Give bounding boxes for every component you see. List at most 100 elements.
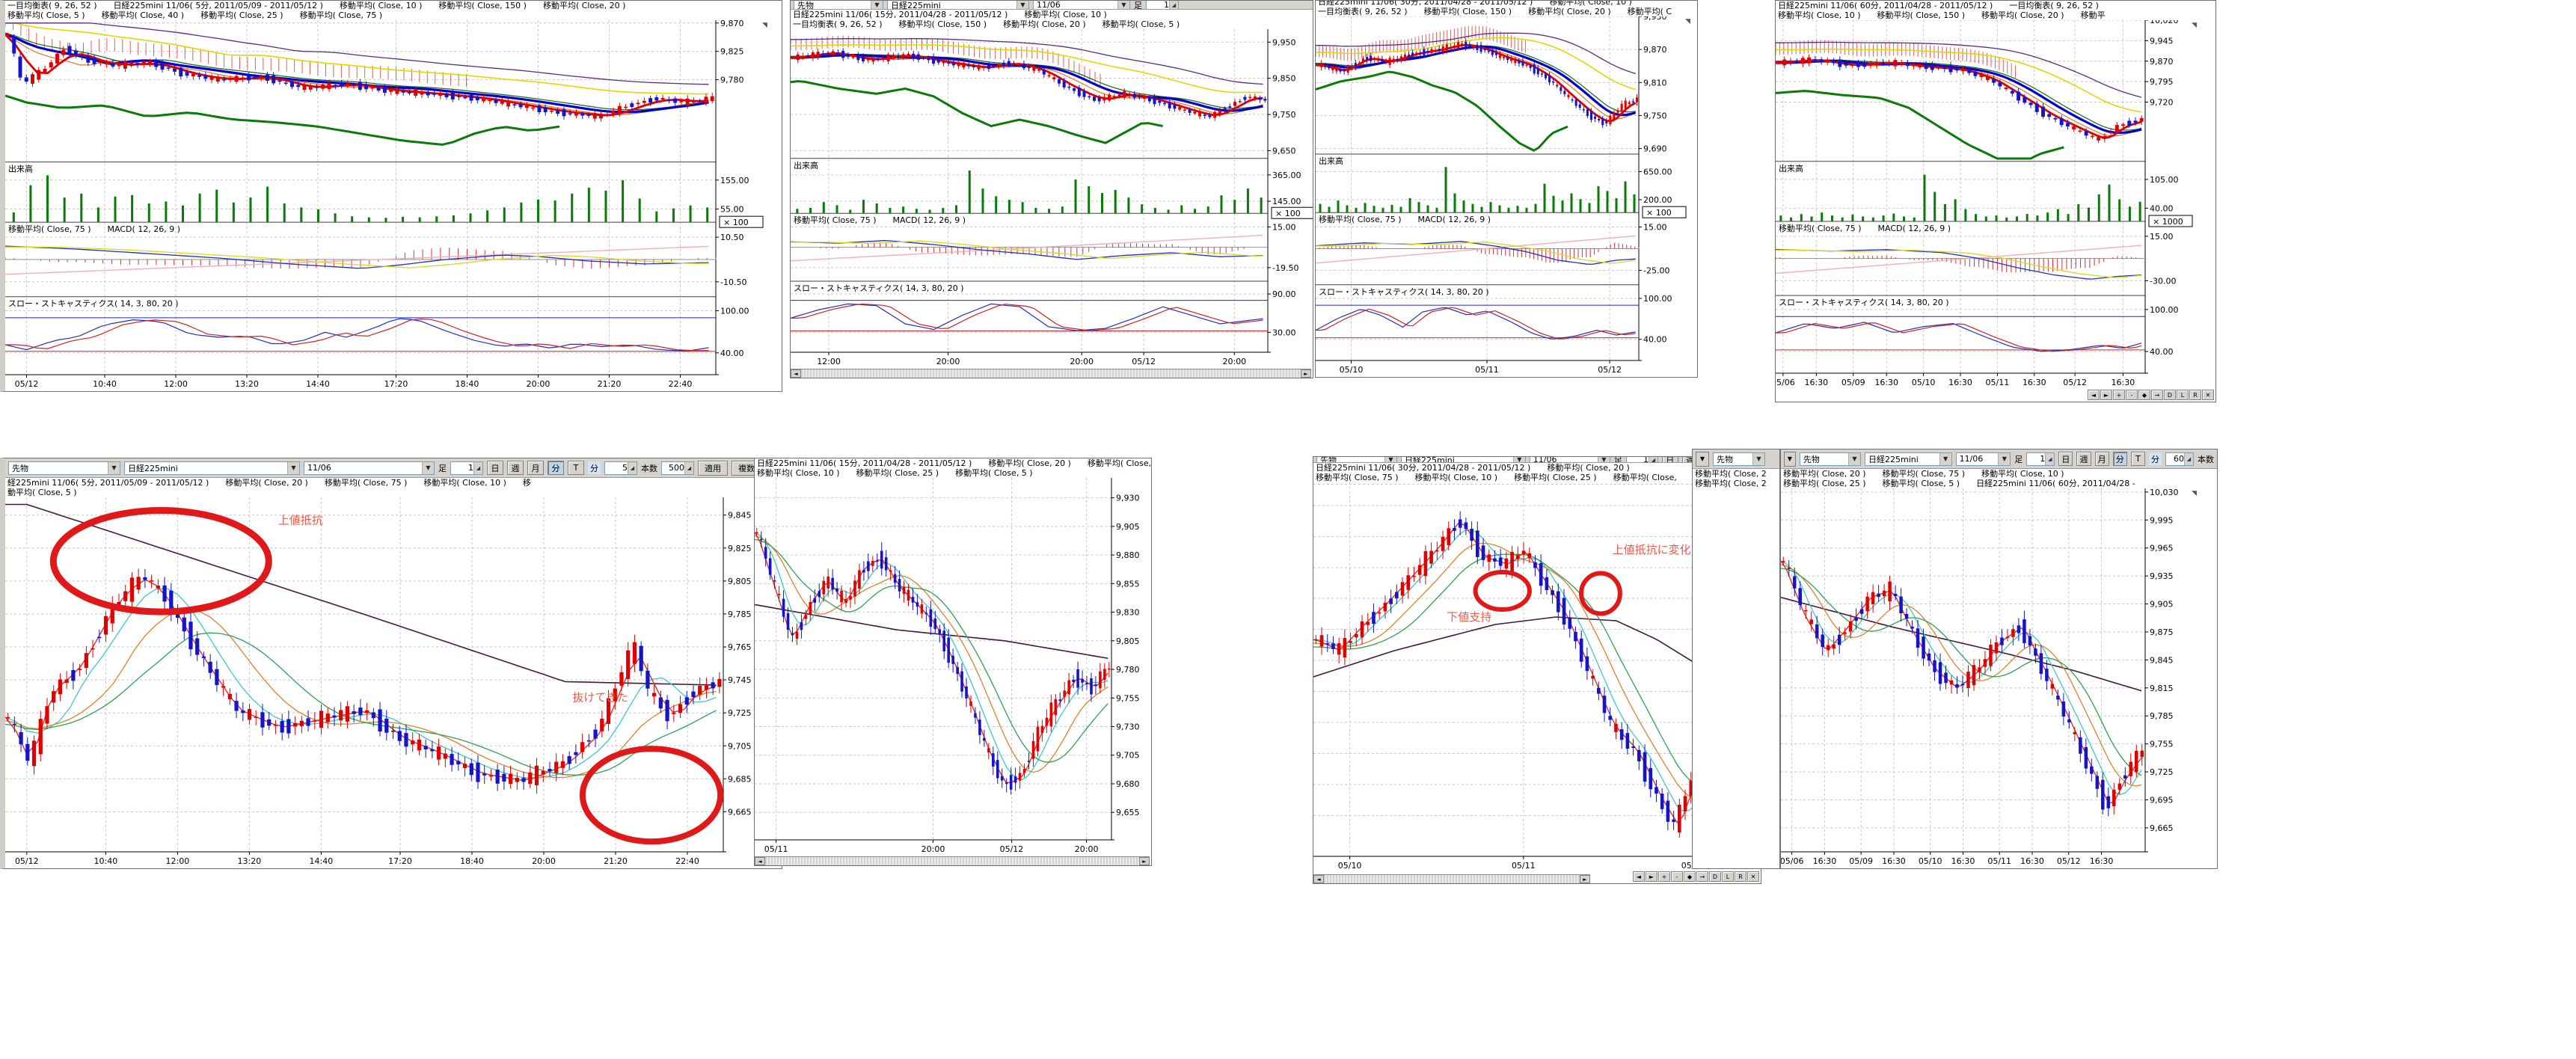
number-field[interactable]: 1 ◢	[450, 461, 483, 475]
spinner-icon[interactable]: ◢	[1169, 1, 1178, 9]
nav-button[interactable]: -	[1671, 871, 1683, 882]
scroll-left-arrow[interactable]: ◄	[791, 369, 801, 378]
mini-dropdown-icon[interactable]: ▼	[1784, 451, 1796, 467]
nav-button[interactable]: →	[1696, 871, 1708, 882]
symbol-dropdown[interactable]: 日経225mini ▼	[124, 461, 300, 475]
nav-button[interactable]: ✕	[1747, 871, 1759, 882]
nav-button[interactable]: L	[2177, 390, 2189, 400]
symbol-dropdown[interactable]: 先物 ▼	[8, 461, 120, 475]
symbol-dropdown[interactable]: 日経225mini ▼	[1400, 457, 1526, 462]
window-corner-icon[interactable]: ◥	[1685, 18, 1690, 25]
chevron-down-icon[interactable]: ▼	[1384, 457, 1396, 462]
timeframe-button[interactable]: T	[2130, 452, 2145, 466]
candle-body	[332, 715, 337, 718]
nav-button[interactable]: →	[2151, 390, 2163, 400]
nav-button[interactable]: L	[1722, 871, 1734, 882]
scroll-right-arrow[interactable]: ►	[1139, 857, 1150, 865]
chevron-down-icon[interactable]: ▼	[871, 1, 883, 9]
spinner-icon[interactable]: ◢	[628, 461, 637, 474]
symbol-dropdown[interactable]: 先物 ▼	[794, 1, 883, 9]
nav-button[interactable]: ◄	[1633, 871, 1645, 882]
chevron-down-icon[interactable]: ▼	[1512, 457, 1525, 462]
nav-button[interactable]: ►	[2100, 390, 2112, 400]
candle-body	[1037, 70, 1041, 71]
volume-bar	[367, 217, 370, 223]
timeframe-button[interactable]: 週	[2076, 452, 2091, 466]
timeframe-button[interactable]: T	[568, 461, 584, 475]
nav-button[interactable]: R	[2189, 390, 2201, 400]
chevron-down-icon[interactable]: ▼	[287, 461, 299, 474]
candle-body	[1337, 643, 1341, 655]
nav-button[interactable]: ◄	[2088, 390, 2100, 400]
timeframe-button[interactable]: 日	[2058, 452, 2073, 466]
symbol-dropdown[interactable]: 11/06 ▼	[1529, 457, 1610, 462]
symbol-dropdown[interactable]: 先物 ▼	[1713, 452, 1765, 466]
candle-body	[1574, 631, 1577, 642]
scroll-left-arrow[interactable]: ◄	[755, 857, 765, 865]
symbol-dropdown[interactable]: 11/06 ▼	[304, 461, 435, 475]
symbol-dropdown[interactable]: 日経225mini ▼	[887, 1, 1029, 9]
timeframe-button[interactable]: 月	[2094, 452, 2109, 466]
timeframe-button[interactable]: 日	[1661, 457, 1678, 462]
spinner-icon[interactable]: ◢	[2184, 452, 2193, 465]
symbol-dropdown[interactable]: 11/06 ▼	[1033, 1, 1130, 9]
scroll-left-arrow[interactable]: ◄	[1313, 875, 1324, 883]
price-axis-label: 9,845	[728, 511, 752, 521]
scroll-right-arrow[interactable]: ►	[1301, 369, 1311, 378]
symbol-dropdown[interactable]: 先物 ▼	[1799, 452, 1861, 466]
nav-button[interactable]: +	[2113, 390, 2125, 400]
chevron-down-icon[interactable]: ▼	[1597, 457, 1610, 462]
time-axis-label: 22:40	[669, 379, 693, 389]
volume-bar	[889, 208, 892, 214]
symbol-dropdown[interactable]: 先物 ▼	[1316, 457, 1397, 462]
number-field[interactable]: 1 ◢	[2026, 452, 2055, 466]
nav-button[interactable]: D	[1709, 871, 1721, 882]
horizontal-scrollbar[interactable]: ◄ ►	[1313, 874, 1590, 883]
window-corner-icon[interactable]: ◥	[762, 22, 767, 29]
nav-button[interactable]: R	[1735, 871, 1747, 882]
symbol-dropdown[interactable]: 11/06 ▼	[1955, 452, 2011, 466]
spinner-icon[interactable]: ◢	[2045, 452, 2055, 465]
chevron-down-icon[interactable]: ▼	[108, 461, 120, 474]
chevron-down-icon[interactable]: ▼	[1998, 452, 2011, 465]
number-field[interactable]: 500 ◢	[661, 461, 694, 475]
spinner-icon[interactable]: ◢	[1648, 457, 1657, 462]
horizontal-scrollbar[interactable]: ◄ ►	[791, 369, 1311, 378]
number-field[interactable]: 1 ◢	[1146, 1, 1179, 9]
scroll-right-arrow[interactable]: ►	[1580, 875, 1590, 883]
spinner-icon[interactable]: ◢	[473, 461, 482, 474]
nav-button[interactable]: D	[2164, 390, 2176, 400]
candle-body	[2139, 117, 2144, 122]
candle-body	[1457, 42, 1460, 49]
mini-dropdown-icon[interactable]: ▼	[1696, 451, 1709, 467]
number-field[interactable]: 1 ◢	[1625, 457, 1658, 462]
chevron-down-icon[interactable]: ▼	[422, 461, 434, 474]
chevron-down-icon[interactable]: ▼	[1117, 1, 1129, 9]
timeframe-button[interactable]: 分	[2112, 452, 2127, 466]
nav-button[interactable]: +	[1658, 871, 1670, 882]
chevron-down-icon[interactable]: ▼	[1848, 452, 1860, 465]
nav-button[interactable]: -	[2126, 390, 2138, 400]
chevron-down-icon[interactable]: ▼	[1939, 452, 1951, 465]
nav-button[interactable]: ✕	[2202, 390, 2214, 400]
spinner-icon[interactable]: ◢	[684, 461, 693, 474]
candle-body	[1476, 530, 1479, 557]
nav-button[interactable]: ►	[1646, 871, 1657, 882]
timeframe-button[interactable]: 月	[527, 461, 544, 475]
window-corner-icon[interactable]: ◥	[2192, 490, 2197, 497]
timeframe-button[interactable]: 日	[487, 461, 503, 475]
candle-body	[1108, 668, 1111, 670]
apply-button[interactable]: 適用	[698, 460, 728, 476]
window-corner-icon[interactable]: ◥	[2192, 22, 2197, 29]
symbol-dropdown[interactable]: 日経225mini ▼	[1865, 452, 1952, 466]
chevron-down-icon[interactable]: ▼	[1016, 1, 1028, 9]
number-field[interactable]: 5 ◢	[604, 461, 637, 475]
horizontal-scrollbar[interactable]: ◄ ►	[755, 856, 1150, 865]
nav-button[interactable]: ◆	[2138, 390, 2150, 400]
nav-button[interactable]: ◆	[1684, 871, 1696, 882]
timeframe-button[interactable]: 分	[548, 461, 564, 475]
number-field[interactable]: 60 ◢	[2165, 452, 2194, 466]
volume-bar	[1570, 193, 1573, 213]
timeframe-button[interactable]: 週	[507, 461, 524, 475]
chevron-down-icon[interactable]: ▼	[1752, 452, 1764, 465]
